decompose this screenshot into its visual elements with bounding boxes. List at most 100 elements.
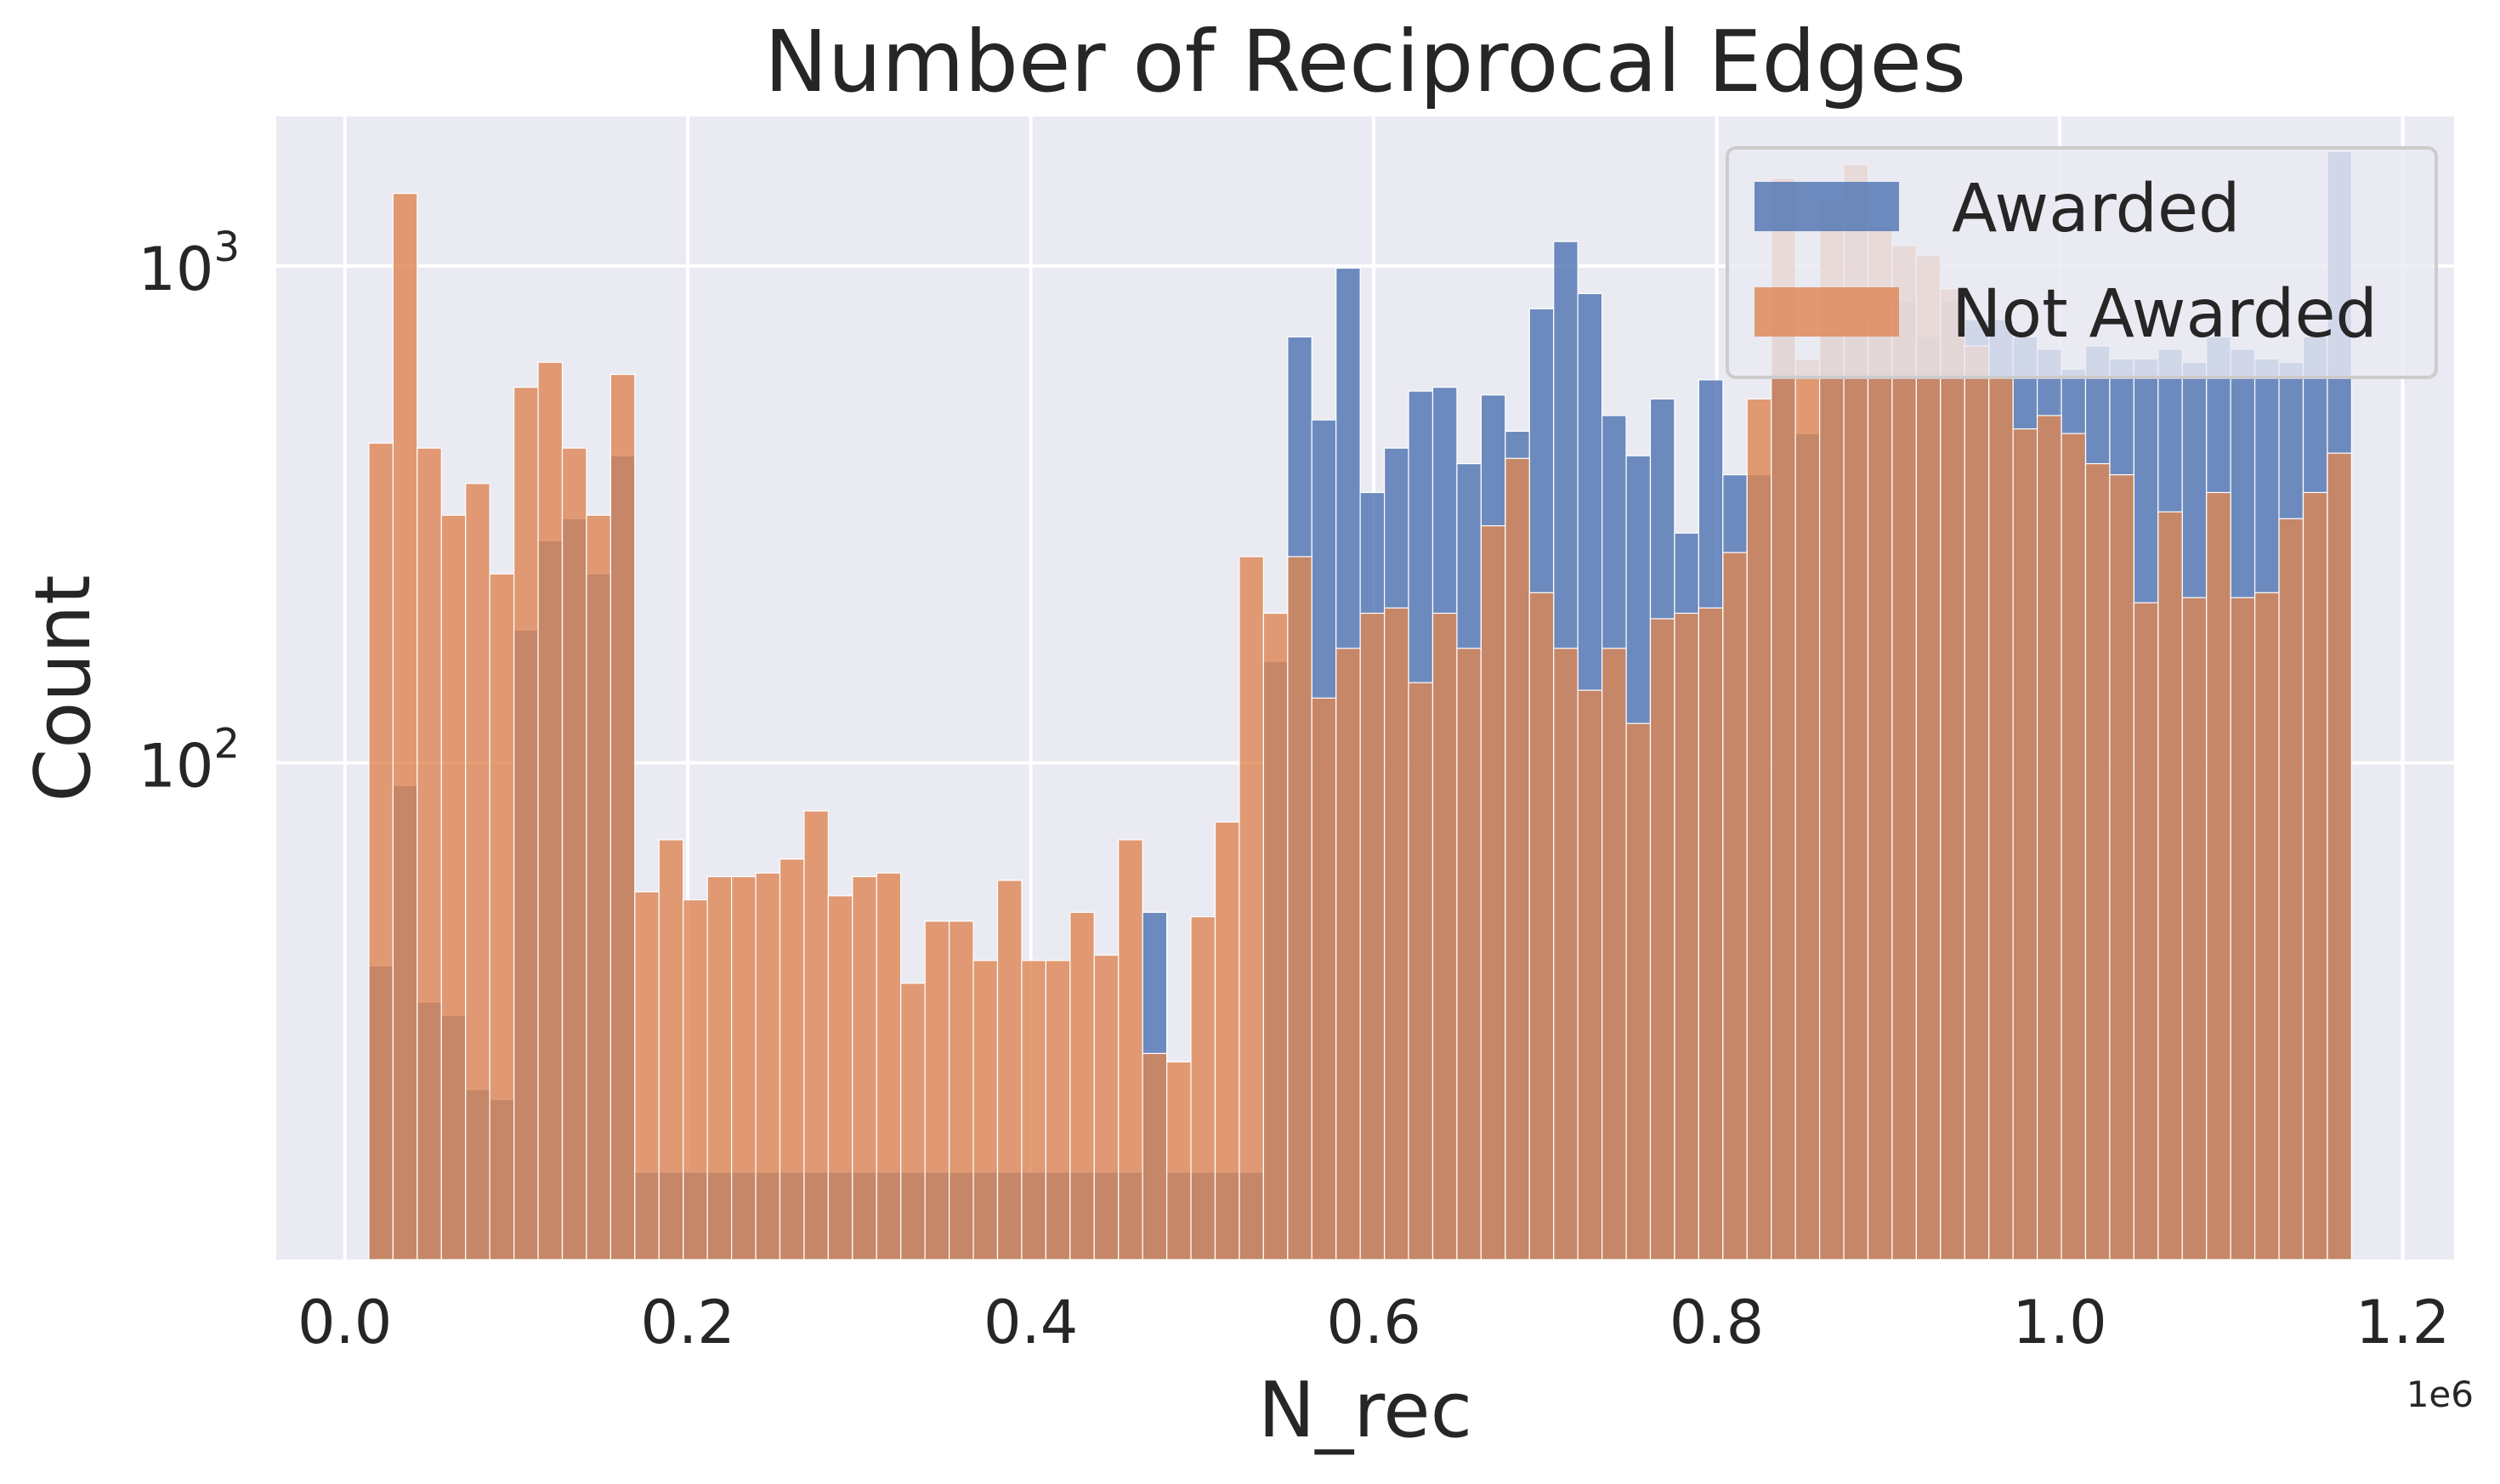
not-awarded-bar [779, 858, 805, 1260]
x-offset-label: 1e6 [2406, 1374, 2474, 1415]
not-awarded-bar [2206, 491, 2231, 1260]
not-awarded-bar [2133, 602, 2159, 1260]
not-awarded-bar [2302, 491, 2328, 1260]
not-awarded-bar [1335, 648, 1361, 1260]
not-awarded-bar [417, 447, 442, 1260]
y-tick-label: 103 [138, 224, 240, 304]
not-awarded-bar [1722, 552, 1748, 1260]
not-awarded-bar [537, 361, 564, 1260]
not-awarded-bar [1746, 398, 1772, 1260]
not-awarded-bar [1794, 358, 1821, 1260]
not-awarded-bar [2253, 592, 2280, 1260]
not-awarded-bar [2181, 597, 2208, 1260]
x-tick-label: 1.0 [2012, 1288, 2106, 1357]
x-tick-label: 0.4 [984, 1288, 1078, 1357]
legend-label-not-awarded: Not Awarded [1952, 276, 2378, 353]
not-awarded-bar [1093, 954, 1120, 1260]
legend-swatch-awarded [1755, 182, 1899, 231]
not-awarded-bar [827, 895, 853, 1260]
not-awarded-bar [852, 875, 877, 1260]
not-awarded-bar [2084, 462, 2111, 1260]
not-awarded-bar [1674, 612, 1699, 1260]
not-awarded-bar [972, 960, 999, 1260]
not-awarded-bar [586, 514, 611, 1260]
not-awarded-bar [803, 810, 829, 1260]
not-awarded-bar [948, 920, 974, 1260]
not-awarded-bar [2157, 511, 2183, 1260]
not-awarded-bar [1480, 524, 1506, 1260]
not-awarded-bar [1021, 960, 1046, 1260]
not-awarded-bar [1649, 618, 1675, 1260]
not-awarded-bar [1625, 722, 1652, 1260]
not-awarded-bar [1359, 612, 1386, 1260]
not-awarded-bar [876, 872, 902, 1260]
not-awarded-bar [1940, 288, 1965, 1260]
not-awarded-bar [1698, 607, 1724, 1260]
not-awarded-bar [489, 573, 515, 1260]
not-awarded-bar [440, 514, 467, 1260]
not-awarded-bar [392, 192, 418, 1260]
not-awarded-bar [634, 891, 660, 1260]
not-awarded-bar [1577, 689, 1603, 1260]
not-awarded-bar [924, 920, 950, 1260]
not-awarded-bar [683, 899, 708, 1260]
not-awarded-bar [2327, 452, 2352, 1260]
chart-title: Number of Reciprocal Edges [764, 12, 1966, 111]
not-awarded-bar [1190, 915, 1216, 1260]
not-awarded-bar [2278, 518, 2304, 1260]
not-awarded-bar [1287, 556, 1312, 1260]
not-awarded-bar [1601, 648, 1627, 1260]
not-awarded-bar [2036, 415, 2062, 1260]
not-awarded-bar [1262, 612, 1289, 1260]
legend-swatch-not-awarded [1755, 287, 1899, 337]
not-awarded-bar [1505, 457, 1530, 1260]
not-awarded-bar [1069, 911, 1095, 1260]
x-tick-label: 0.0 [298, 1288, 392, 1357]
legend: Awarded Not Awarded [1726, 146, 2438, 379]
not-awarded-bar [1118, 839, 1143, 1260]
y-tick-labels: 102 103 [138, 224, 240, 801]
not-awarded-bar [1214, 821, 1240, 1260]
y-tick-label: 102 [138, 720, 240, 801]
not-awarded-bar [706, 875, 733, 1260]
legend-box [1726, 146, 2438, 379]
x-tick-label: 0.8 [1670, 1288, 1764, 1357]
not-awarded-bar [2109, 473, 2134, 1260]
not-awarded-bar [609, 373, 636, 1260]
not-awarded-bar [1915, 254, 1942, 1260]
not-awarded-bar [755, 872, 781, 1260]
not-awarded-bar [368, 442, 394, 1260]
not-awarded-bar [1431, 612, 1458, 1260]
x-axis-label: N_rec [1258, 1366, 1472, 1455]
x-tick-labels: 0.0 0.2 0.4 0.6 0.8 1.0 1.2 [298, 1288, 2450, 1357]
not-awarded-bar [1891, 245, 1917, 1260]
x-tick-label: 0.2 [640, 1288, 734, 1357]
not-awarded-bar [1311, 697, 1337, 1260]
not-awarded-bar [2012, 428, 2038, 1260]
not-awarded-bar [1867, 226, 1893, 1260]
not-awarded-bar [730, 875, 757, 1260]
not-awarded-bar [1165, 1061, 1192, 1260]
x-tick-label: 1.2 [2355, 1288, 2450, 1357]
not-awarded-bar [1553, 648, 1579, 1260]
not-awarded-bar [1408, 682, 1434, 1260]
not-awarded-bar [1045, 960, 1071, 1260]
not-awarded-bar [561, 447, 587, 1260]
not-awarded-bar [1142, 1052, 1168, 1260]
not-awarded-bar [900, 983, 926, 1260]
not-awarded-bars [368, 164, 2352, 1260]
not-awarded-bar [658, 839, 684, 1260]
not-awarded-bar [513, 387, 539, 1260]
not-awarded-bar [1528, 592, 1555, 1260]
not-awarded-bar [996, 880, 1023, 1260]
not-awarded-bar [1456, 648, 1482, 1260]
not-awarded-bar [1383, 607, 1409, 1260]
not-awarded-bar [2061, 433, 2087, 1260]
not-awarded-bar [1988, 376, 2014, 1260]
y-axis-label: Count [19, 575, 108, 801]
not-awarded-bar [1239, 556, 1264, 1260]
x-tick-label: 0.6 [1326, 1288, 1420, 1357]
legend-label-awarded: Awarded [1952, 171, 2241, 247]
not-awarded-bar [2230, 597, 2256, 1260]
